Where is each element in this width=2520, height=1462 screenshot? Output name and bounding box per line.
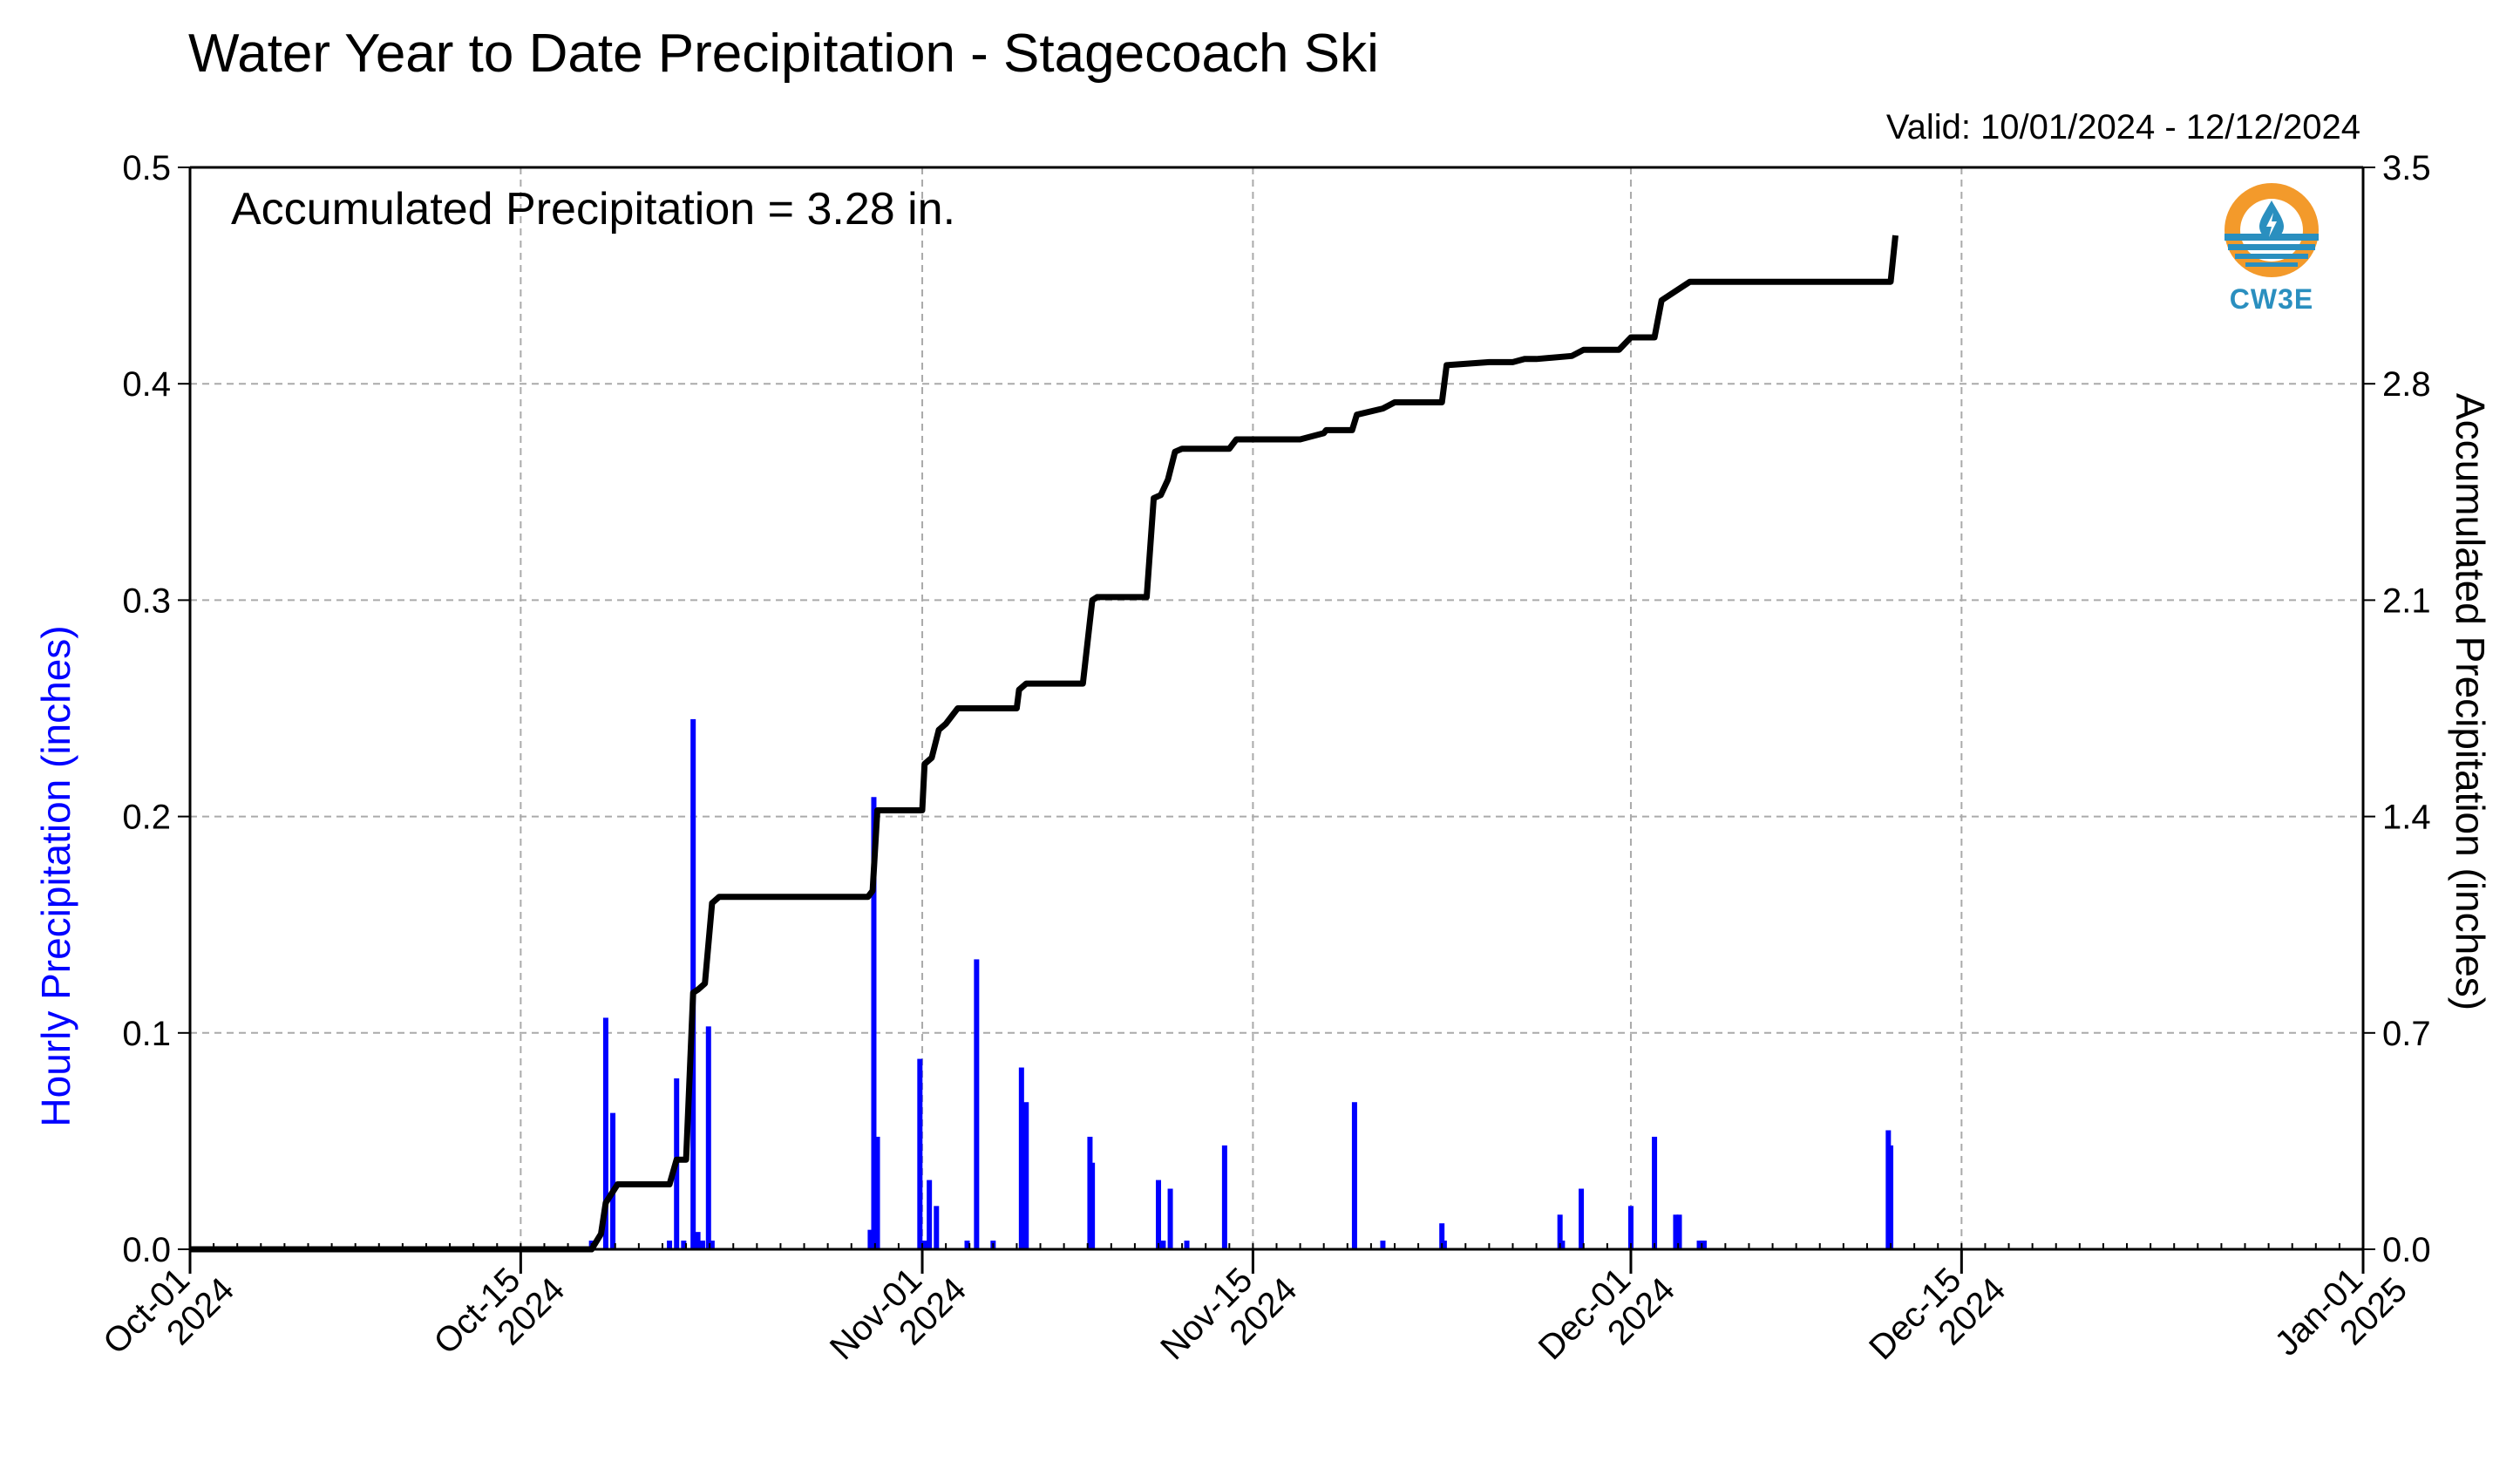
hourly-bar	[1559, 1241, 1566, 1249]
hourly-bar	[1652, 1136, 1658, 1249]
hourly-bar	[709, 1241, 715, 1249]
y-axis-label-right: Accumulated Precipitation (inches)	[2448, 393, 2493, 1010]
hourly-bar	[1888, 1145, 1894, 1249]
hourly-bar	[1184, 1241, 1190, 1249]
cw3e-logo-icon	[2225, 183, 2319, 277]
hourly-bar	[1579, 1188, 1585, 1249]
y-axis-label-left: Hourly Precipitation (inches)	[33, 625, 78, 1126]
accumulated-annotation: Accumulated Precipitation = 3.28 in.	[231, 184, 956, 235]
y-tick-label-left: 0.5	[122, 149, 171, 187]
y-tick-label-right: 0.7	[2382, 1015, 2431, 1053]
y-tick-label-right: 2.1	[2382, 581, 2431, 620]
hourly-bar	[1701, 1241, 1707, 1249]
hourly-bar	[1221, 1145, 1227, 1249]
hourly-bar	[1673, 1214, 1679, 1249]
hourly-bar	[1018, 1067, 1024, 1249]
grid-layer	[190, 167, 2363, 1249]
hourly-bar	[1351, 1102, 1357, 1249]
hourly-bar	[681, 1241, 687, 1249]
hourly-bar	[610, 1112, 616, 1249]
hourly-bar	[934, 1206, 940, 1249]
hourly-bar	[1627, 1206, 1634, 1249]
hourly-bar	[874, 1136, 880, 1249]
hourly-bar	[695, 1232, 701, 1249]
y-tick-label-right: 1.4	[2382, 799, 2431, 837]
y-tick-label-right: 3.5	[2382, 149, 2431, 187]
axes-layer: 0.0 0.0 0.1 0.7 0.2 1.4 0.3 2.1 0.4 2.8 0.5 3.5 Oct-…	[96, 149, 2431, 1367]
y-tick-label-left: 0.3	[122, 581, 171, 620]
y-tick-label-right: 2.8	[2382, 365, 2431, 404]
accumulated-line-layer	[190, 235, 1898, 1253]
hourly-bar	[667, 1241, 673, 1249]
hourly-bar	[1023, 1102, 1029, 1249]
hourly-bar	[602, 1017, 608, 1249]
hourly-bar	[927, 1180, 933, 1249]
hourly-bar	[1090, 1162, 1096, 1249]
logo-label: CW3E	[2229, 283, 2314, 315]
cw3e-logo: CW3E	[2221, 180, 2322, 316]
hourly-bar	[700, 1241, 706, 1249]
y-tick-label-left: 0.2	[122, 799, 171, 837]
hourly-bar	[1160, 1241, 1166, 1249]
hourly-bar	[1380, 1241, 1386, 1249]
hourly-bar	[867, 1229, 873, 1249]
hourly-bar	[705, 1026, 711, 1249]
hourly-bars	[588, 718, 1894, 1249]
hourly-bar	[921, 1241, 927, 1249]
accumulated-line	[190, 235, 1898, 1253]
hourly-bar	[1676, 1214, 1682, 1249]
hourly-bar	[1557, 1214, 1563, 1249]
chart-title: Water Year to Date Precipitation - Stage…	[188, 24, 1379, 84]
valid-range: Valid: 10/01/2024 - 12/12/2024	[1885, 108, 2360, 146]
hourly-bar	[1156, 1180, 1162, 1249]
y-tick-label-left: 0.1	[122, 1015, 171, 1053]
hourly-bar	[871, 797, 877, 1249]
hourly-bar	[1439, 1223, 1445, 1249]
hourly-bar	[964, 1241, 970, 1249]
hourly-bar	[917, 1058, 923, 1249]
hourly-bar	[974, 959, 980, 1249]
y-tick-label-left: 0.4	[122, 365, 171, 404]
y-tick-label-left: 0.0	[122, 1231, 171, 1269]
hourly-bar	[1167, 1188, 1173, 1249]
hourly-bar	[1441, 1241, 1447, 1249]
hourly-bar	[690, 718, 696, 1249]
y-tick-label-right: 0.0	[2382, 1231, 2431, 1269]
